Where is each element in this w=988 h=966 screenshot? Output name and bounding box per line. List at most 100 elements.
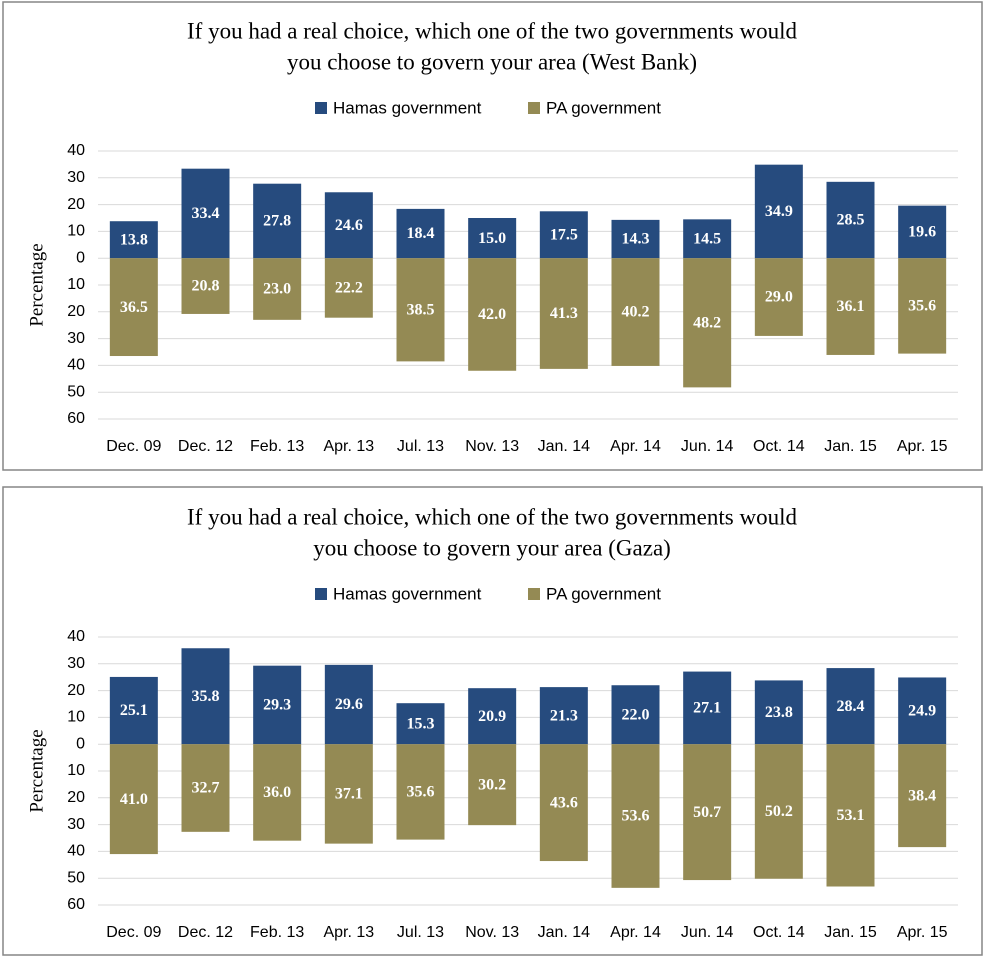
x-tick-label: Dec. 12 (178, 924, 233, 941)
y-tick-label: 0 (76, 735, 85, 752)
data-label: 30.2 (478, 776, 506, 793)
data-label: 38.4 (908, 787, 936, 804)
bar (683, 258, 732, 388)
x-tick-label: Feb. 13 (250, 438, 304, 455)
bar (683, 671, 732, 745)
bar (539, 258, 588, 369)
data-label: 29.0 (765, 289, 793, 306)
x-tick-label: Jan. 14 (538, 924, 591, 941)
data-label: 53.6 (622, 808, 650, 825)
y-tick-label: 30 (67, 655, 85, 672)
data-label: 22.0 (622, 706, 650, 723)
x-tick-label: Dec. 12 (178, 438, 233, 455)
data-label: 27.1 (693, 700, 721, 717)
y-tick-label: 40 (67, 628, 85, 645)
bar (396, 703, 445, 745)
legend-swatch (315, 102, 327, 114)
y-tick-label: 30 (67, 330, 85, 347)
data-label: 27.8 (263, 213, 291, 230)
bar (611, 685, 660, 745)
bar (898, 205, 947, 259)
data-label: 35.6 (407, 784, 435, 801)
data-label: 35.8 (192, 688, 220, 705)
legend-swatch (528, 102, 540, 114)
legend-swatch (528, 588, 540, 600)
data-label: 53.1 (837, 807, 865, 824)
data-label: 42.0 (478, 306, 506, 323)
x-tick-label: Apr. 13 (323, 438, 374, 455)
bar (826, 744, 875, 887)
x-tick-label: Dec. 09 (106, 438, 161, 455)
y-tick-label: 10 (67, 762, 85, 779)
data-label: 28.5 (837, 212, 865, 229)
data-label: 36.1 (837, 298, 865, 315)
data-label: 22.2 (335, 280, 363, 297)
x-tick-label: Jan. 15 (824, 438, 877, 455)
bar (683, 744, 732, 881)
y-tick-label: 20 (67, 789, 85, 806)
data-label: 23.0 (263, 281, 291, 298)
bar (324, 192, 373, 259)
bar (181, 744, 230, 832)
y-tick-label: 40 (67, 843, 85, 860)
legend-label: Hamas government (333, 98, 482, 117)
x-tick-label: Oct. 14 (753, 438, 805, 455)
y-tick-label: 50 (67, 869, 85, 886)
legend-swatch (315, 588, 327, 600)
data-label: 36.5 (120, 299, 148, 316)
x-tick-label: Feb. 13 (250, 924, 304, 941)
y-tick-label: 60 (67, 896, 85, 913)
bar (324, 258, 373, 318)
data-label: 41.3 (550, 305, 578, 322)
x-tick-label: Jan. 15 (824, 924, 877, 941)
bar (109, 744, 158, 855)
bar (539, 744, 588, 862)
x-tick-label: Nov. 13 (465, 438, 519, 455)
data-label: 36.0 (263, 784, 291, 801)
x-tick-label: Nov. 13 (465, 924, 519, 941)
x-tick-label: Apr. 14 (610, 924, 661, 941)
data-label: 14.5 (693, 230, 721, 247)
y-tick-label: 20 (67, 196, 85, 213)
bar (539, 687, 588, 745)
bar (109, 221, 158, 259)
x-tick-label: Jun. 14 (681, 438, 734, 455)
y-tick-label: 60 (67, 410, 85, 427)
y-tick-label: 40 (67, 357, 85, 374)
data-label: 25.1 (120, 702, 148, 719)
chart-title: you choose to govern your area (West Ban… (287, 49, 697, 74)
legend-label: PA government (546, 584, 661, 603)
x-tick-label: Apr. 14 (610, 438, 661, 455)
data-label: 32.7 (192, 780, 220, 797)
bar (181, 168, 230, 259)
legend-label: Hamas government (333, 584, 482, 603)
x-tick-label: Jun. 14 (681, 924, 734, 941)
y-tick-label: 30 (67, 169, 85, 186)
data-label: 19.6 (908, 224, 936, 241)
bar (181, 648, 230, 745)
bar (754, 164, 803, 259)
bar (253, 665, 302, 745)
x-tick-label: Jul. 13 (397, 438, 444, 455)
bar (898, 258, 947, 354)
bar (468, 744, 517, 826)
data-label: 40.2 (622, 304, 650, 321)
y-tick-label: 40 (67, 142, 85, 159)
data-label: 35.6 (908, 298, 936, 315)
data-label: 29.3 (263, 697, 291, 714)
bar (396, 744, 445, 840)
data-label: 28.4 (837, 698, 865, 715)
data-label: 37.1 (335, 786, 363, 803)
x-tick-label: Jul. 13 (397, 924, 444, 941)
bar (898, 677, 947, 745)
bar (468, 258, 517, 371)
x-tick-label: Apr. 15 (897, 924, 948, 941)
data-label: 43.6 (550, 794, 578, 811)
chart-title: If you had a real choice, which one of t… (187, 18, 797, 43)
bar (898, 744, 947, 848)
bar (253, 183, 302, 259)
bar (468, 688, 517, 745)
bar (109, 258, 158, 357)
data-label: 33.4 (192, 205, 220, 222)
chart-title: you choose to govern your area (Gaza) (313, 535, 671, 560)
